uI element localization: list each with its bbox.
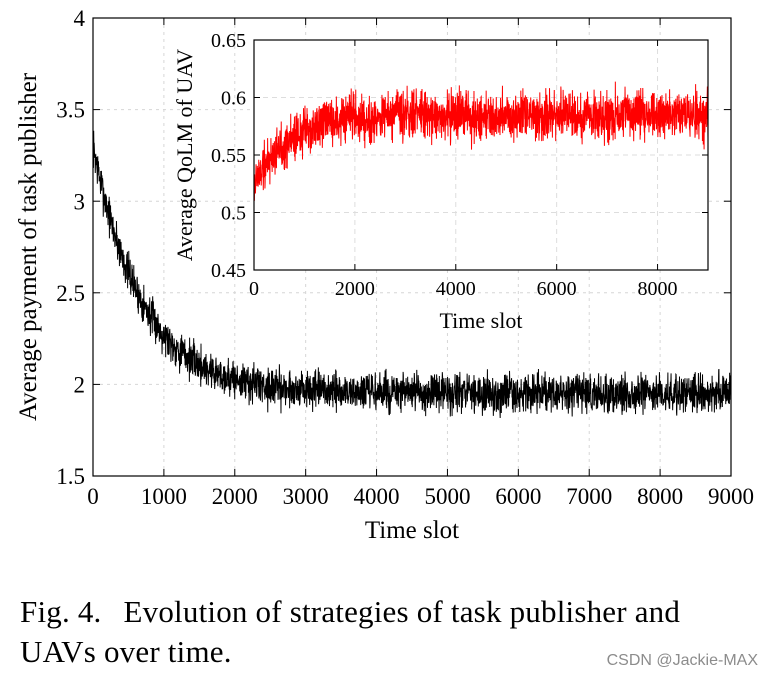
main-x-tick-label: 9000 [708, 484, 754, 509]
inset-y-axis-label: Average QoLM of UAV [172, 49, 197, 262]
inset-y-tick-label: 0.45 [211, 260, 246, 282]
inset-x-tick-label: 2000 [335, 278, 375, 300]
figure-caption: Fig. 4. Evolution of strategies of task p… [20, 592, 760, 672]
main-axes-box [92, 17, 732, 477]
main-x-tick-label: 7000 [566, 484, 612, 509]
main-x-tick-label: 1000 [141, 484, 187, 509]
main-x-tick-label: 2000 [212, 484, 258, 509]
main-y-axis-label: Average payment of task publisher [15, 72, 42, 421]
main-x-tick-label: 8000 [637, 484, 683, 509]
main-x-tick-label: 6000 [495, 484, 541, 509]
figure: 0 1000 2000 3000 4000 5000 6000 7000 8000 9000 1.5… [15, 6, 754, 544]
inset-chart: 0 2000 4000 6000 8000 0.45 0.5 0.55 0.6 0.65 Time … [172, 30, 709, 333]
main-x-tick-label: 4000 [354, 484, 400, 509]
watermark: CSDN @Jackie-MAX [606, 652, 758, 669]
main-y-tick-label: 3 [74, 189, 86, 214]
inset-y-tick-label: 0.5 [221, 203, 246, 225]
inset-x-axis-label: Time slot [440, 308, 523, 333]
main-x-tick-label: 0 [87, 484, 99, 509]
inset-y-tick-label: 0.55 [211, 145, 246, 167]
inset-x-tick-label: 6000 [537, 278, 577, 300]
inset-y-tick-label: 0.65 [211, 30, 246, 52]
main-y-tick-label: 2.5 [56, 281, 85, 306]
main-y-tick-label: 2 [74, 372, 86, 397]
main-y-tick-label: 3.5 [56, 98, 85, 123]
caption-label: Fig. 4. [20, 594, 102, 629]
main-y-tick-label: 1.5 [56, 464, 85, 489]
main-x-tick-label: 3000 [283, 484, 329, 509]
main-series-line [93, 130, 731, 419]
main-x-axis-label: Time slot [365, 517, 459, 544]
inset-y-tick-label: 0.6 [221, 88, 246, 110]
caption-text: Evolution of strategies of task publishe… [20, 594, 681, 669]
inset-x-tick-label: 0 [249, 278, 259, 300]
inset-x-tick-label: 8000 [638, 278, 678, 300]
main-x-tick-label: 5000 [424, 484, 470, 509]
main-y-tick-label: 4 [74, 6, 86, 31]
inset-series-line [254, 81, 708, 201]
inset-x-tick-label: 4000 [436, 278, 476, 300]
